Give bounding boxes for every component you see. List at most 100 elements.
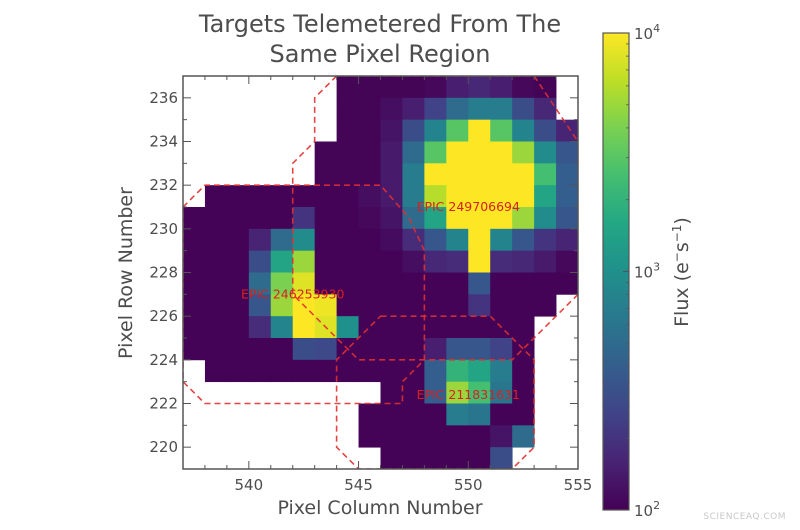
heatmap-cell [314,141,338,164]
y-tick-label: 232 [149,176,178,194]
heatmap-cell [446,163,469,186]
heatmap-cell [512,381,535,404]
heatmap-cell [358,141,381,164]
heatmap-cell [490,207,513,230]
heatmap-cell [534,97,557,121]
heatmap-cell [512,359,535,383]
heatmap-cell [380,294,403,317]
heatmap-cell [490,228,513,252]
heatmap-cell [468,359,491,383]
chart-title-line-2: Same Pixel Region [269,40,490,68]
heatmap-cell [314,359,338,383]
heatmap-cell [380,76,403,99]
heatmap-cell [402,119,425,142]
heatmap-cell [424,272,447,295]
heatmap-cell [358,228,381,252]
heatmap-cell [512,141,535,164]
watermark: SCIENCEAQ.COM [703,512,786,522]
heatmap-cell [490,425,513,448]
heatmap-cell [446,228,469,252]
heatmap-cell [534,250,557,273]
heatmap-cell [512,207,535,230]
heatmap-cell [468,294,491,317]
heatmap-cell [314,272,338,295]
heatmap-cell [183,316,206,339]
heatmap-cell [424,316,447,339]
heatmap-cell [490,250,513,273]
heatmap-cell [556,207,578,230]
heatmap-cell [292,359,316,383]
colorbar-ticks: 102 103 104 [623,22,660,520]
axis-ticks: 540 545 550 555 220 222 224 226 228 230 232 234 236 [149,75,592,494]
heatmap-cell [512,272,535,295]
heatmap-cell [402,403,425,426]
heatmap-cell [358,316,381,339]
heatmap-cell [424,381,447,404]
heatmap-cell [534,76,557,99]
x-axis-label: Pixel Column Number [277,497,482,519]
heatmap-cell [270,250,294,273]
heatmap-cell [270,338,294,361]
heatmap-cell [248,316,272,339]
heatmap-cell [424,250,447,273]
heatmap-cell [226,338,250,361]
heatmap-cell [270,185,294,208]
heatmap-cell [446,338,469,361]
heatmap-cell [248,207,272,230]
heatmap-cell [402,250,425,273]
heatmap-cell [226,294,250,317]
heatmap-cell [402,141,425,164]
chart-title-line-1: Targets Telemetered From The [198,10,561,38]
heatmap-cell [183,228,206,252]
heatmap-cell [446,185,469,208]
y-tick-label: 224 [149,351,178,369]
heatmap-cell [380,425,403,448]
heatmap-cell [270,272,294,295]
target-label: EPIC 246253930 [241,286,344,301]
heatmap-cell [490,141,513,164]
heatmap-cell [424,359,447,383]
heatmap-cell [556,228,578,252]
heatmap-cell [358,185,381,208]
heatmap-cell [270,316,294,339]
heatmap-cell [446,250,469,273]
heatmap-cell [380,207,403,230]
heatmap-cell [248,294,272,317]
heatmap-cell [358,272,381,295]
heatmap-cell [490,403,513,426]
target-label: EPIC 211831631 [417,387,520,402]
heatmap-cell [556,185,578,208]
heatmap-cell [534,228,557,252]
heatmap-cell [380,163,403,186]
heatmap-cell [380,119,403,142]
heatmap-cell [204,359,228,383]
heatmap-cell [380,228,403,252]
target-label: EPIC 249706694 [417,199,520,214]
heatmap-cell [336,76,359,99]
heatmap-cell [424,294,447,317]
heatmap-cell [468,338,491,361]
heatmap-cell [446,207,469,230]
heatmap-cell [446,76,469,99]
heatmap-cell [446,141,469,164]
heatmap-cell [446,272,469,295]
heatmap-cell [270,359,294,383]
heatmap-cell [402,338,425,361]
heatmap-cell [204,338,228,361]
heatmap-cell [336,119,359,142]
colorbar-tick-label: 103 [634,261,660,282]
heatmap-cell [292,250,316,273]
heatmap-cell [270,228,294,252]
heatmap-cell [270,207,294,230]
heatmap-cell [336,359,359,383]
heatmap-cell [424,141,447,164]
heatmap-cell [336,207,359,230]
heatmap-cell [358,425,381,448]
heatmap-cell [336,250,359,273]
heatmap-cell [446,425,469,448]
target-labels: EPIC 246253930 EPIC 249706694 EPIC 2118316… [241,199,520,402]
heatmap-cell [512,163,535,186]
heatmap-cell [204,207,228,230]
heatmap-cell [248,272,272,295]
heatmap-cell [490,119,513,142]
